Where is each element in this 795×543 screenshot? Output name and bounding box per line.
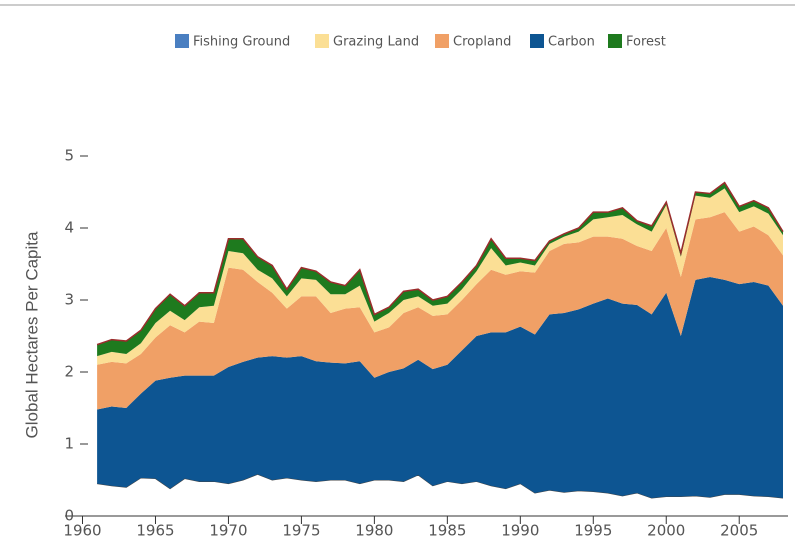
- x-tick-label: 1985: [428, 522, 466, 540]
- x-tick-label: 2005: [720, 522, 758, 540]
- legend-swatch: [175, 34, 189, 48]
- x-tick-label: 2000: [647, 522, 685, 540]
- y-tick-label: 3: [64, 291, 74, 309]
- legend-swatch: [608, 34, 622, 48]
- x-tick-label: 1965: [136, 522, 174, 540]
- legend-label: Fishing Ground: [193, 35, 290, 50]
- y-tick-label: 1: [64, 435, 74, 453]
- legend-label: Forest: [626, 35, 666, 50]
- area: [97, 212, 783, 410]
- area: [97, 474, 783, 516]
- x-tick-label: 1980: [355, 522, 393, 540]
- area: [97, 276, 783, 498]
- legend-swatch: [435, 34, 449, 48]
- x-tick-label: 1970: [209, 522, 247, 540]
- x-tick-label: 1960: [63, 522, 101, 540]
- area: [97, 188, 783, 365]
- y-tick-label: 4: [64, 219, 74, 237]
- legend-swatch: [530, 34, 544, 48]
- legend-label: Cropland: [453, 35, 511, 50]
- legend-label: Carbon: [548, 35, 595, 50]
- legend-label: Grazing Land: [333, 35, 419, 50]
- top-line: [96, 181, 784, 346]
- y-tick-label: 0: [64, 507, 74, 525]
- x-tick-label: 1995: [574, 522, 612, 540]
- y-tick-label: 2: [64, 363, 74, 381]
- y-tick-label: 5: [64, 147, 74, 165]
- y-axis-label: Global Hectares Per Capita: [22, 231, 41, 438]
- x-tick-label: 1990: [501, 522, 539, 540]
- legend-swatch: [315, 34, 329, 48]
- x-tick-label: 1975: [282, 522, 320, 540]
